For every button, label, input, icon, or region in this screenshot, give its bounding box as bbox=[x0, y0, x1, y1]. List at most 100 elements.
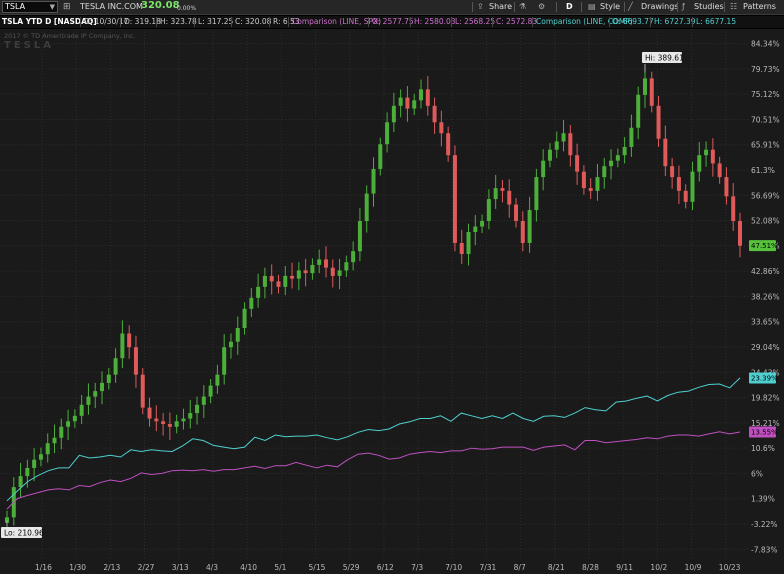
candle bbox=[731, 196, 736, 222]
candle bbox=[554, 141, 559, 150]
candle bbox=[609, 160, 614, 167]
candle bbox=[195, 404, 200, 414]
y-tick-label: 10.6% bbox=[751, 444, 775, 453]
candle bbox=[296, 270, 301, 279]
candle bbox=[127, 333, 132, 348]
candle bbox=[439, 122, 444, 134]
y-tick-label: 6% bbox=[751, 469, 763, 478]
candle bbox=[208, 385, 213, 397]
candle bbox=[459, 242, 464, 254]
candle bbox=[140, 374, 145, 408]
comp-high: H: 6727.39 bbox=[654, 17, 696, 26]
spx-low: L: 2568.25 bbox=[455, 17, 496, 26]
candle bbox=[717, 163, 722, 178]
candle bbox=[683, 190, 688, 202]
x-tick-label: 2/13 bbox=[103, 563, 120, 572]
x-tick-label: 5/29 bbox=[343, 563, 360, 572]
last-price: 320.08 bbox=[141, 0, 180, 11]
style-icon[interactable]: ▤ bbox=[588, 2, 596, 11]
hi-label: Hi: 389.61 bbox=[645, 54, 684, 63]
period-button[interactable]: D bbox=[566, 2, 573, 11]
candle bbox=[520, 221, 525, 243]
x-tick-label: 5/1 bbox=[274, 563, 286, 572]
candle bbox=[534, 177, 539, 211]
x-tick-label: 4/3 bbox=[206, 563, 218, 572]
candle bbox=[283, 275, 288, 287]
candle bbox=[595, 177, 600, 191]
candle bbox=[154, 418, 159, 422]
candle bbox=[649, 78, 654, 106]
share-icon[interactable]: ⇪ bbox=[477, 2, 484, 11]
settings-icon[interactable]: ⚙ bbox=[538, 2, 546, 11]
value-badge bbox=[749, 426, 776, 438]
candle bbox=[676, 177, 681, 191]
y-tick-label: 70.51% bbox=[751, 115, 780, 124]
x-tick-label: 3/13 bbox=[172, 563, 189, 572]
drawings-button[interactable]: Drawings bbox=[641, 2, 679, 11]
candle bbox=[161, 421, 166, 425]
y-tick-label: 61.3% bbox=[751, 166, 775, 175]
y-tick-label: 15.21% bbox=[751, 419, 780, 428]
chart-title: TSLA YTD D [NASDAQ] bbox=[2, 17, 97, 26]
candle bbox=[167, 424, 172, 427]
candle bbox=[59, 426, 64, 438]
lo-label-bg bbox=[1, 527, 42, 538]
candle bbox=[113, 358, 118, 375]
price-chart[interactable]: 84.34% 79.73% 75.12% 70.51% 65.91% 61.3% 56.69… bbox=[0, 29, 784, 574]
x-tick-label: 8/28 bbox=[582, 563, 599, 572]
candle bbox=[656, 105, 661, 139]
candle bbox=[642, 78, 647, 95]
candle bbox=[588, 188, 593, 191]
studies-button[interactable]: Studies bbox=[694, 2, 724, 11]
candle bbox=[66, 421, 71, 427]
candle bbox=[480, 221, 485, 227]
candle bbox=[25, 467, 30, 477]
y-tick-label: 33.65% bbox=[751, 318, 780, 327]
x-tick-label: 10/23 bbox=[719, 563, 741, 572]
flask-icon[interactable]: ⚗ bbox=[519, 2, 527, 11]
x-tick-label: 8/21 bbox=[548, 563, 565, 572]
candle bbox=[357, 221, 362, 252]
comparison-comp-label: Comparison (LINE, COMP) bbox=[536, 17, 633, 26]
candle bbox=[93, 391, 98, 397]
candle bbox=[45, 443, 50, 455]
info-open: O: 319.18 bbox=[124, 17, 161, 26]
symbol-text: TSLA bbox=[5, 2, 26, 11]
chevron-down-icon[interactable]: ▼ bbox=[49, 3, 55, 11]
studies-icon[interactable]: ƒ bbox=[682, 2, 685, 11]
candle bbox=[446, 133, 451, 156]
chart-info-bar: TSLA YTD D [NASDAQ] D: 10/30/17 O: 319.1… bbox=[0, 16, 784, 28]
patterns-button[interactable]: Patterns bbox=[743, 2, 776, 11]
y-tick-label: 38.26% bbox=[751, 292, 780, 301]
candle bbox=[466, 232, 471, 254]
x-tick-label: 5/15 bbox=[309, 563, 326, 572]
patterns-icon[interactable]: ☷ bbox=[730, 2, 738, 11]
candle bbox=[568, 133, 573, 156]
x-tick-label: 1/30 bbox=[69, 563, 86, 572]
chart-area[interactable]: 84.34% 79.73% 75.12% 70.51% 65.91% 61.3% 56.69… bbox=[0, 29, 784, 574]
style-button[interactable]: Style bbox=[600, 2, 621, 11]
candle bbox=[629, 127, 634, 147]
y-tick-label: -3.22% bbox=[751, 520, 778, 529]
spx-line bbox=[6, 377, 741, 502]
candle bbox=[398, 97, 403, 106]
share-button[interactable]: Share bbox=[489, 2, 513, 11]
candle bbox=[527, 210, 532, 243]
y-tick-label: -7.83% bbox=[751, 545, 778, 554]
candle bbox=[181, 418, 186, 422]
candle bbox=[636, 94, 641, 128]
candle bbox=[412, 100, 417, 109]
candle bbox=[581, 171, 586, 189]
percent-change: 0.00% bbox=[177, 5, 197, 12]
candle bbox=[235, 328, 240, 342]
symbol-input[interactable]: TSLA ▼ bbox=[2, 1, 58, 13]
candle bbox=[249, 297, 254, 309]
candle bbox=[38, 454, 43, 460]
candle bbox=[337, 270, 342, 276]
info-low: L: 317.25 bbox=[198, 17, 234, 26]
y-tick-label: 79.73% bbox=[751, 65, 780, 74]
copyright-text: 2017 © TD Ameritrade IP Company, Inc. bbox=[4, 32, 136, 40]
drawings-icon[interactable]: ╱ bbox=[628, 2, 633, 11]
value-badge-label: 23.39% bbox=[751, 374, 778, 382]
symbol-lookup-icon[interactable]: ⊞ bbox=[63, 2, 71, 12]
